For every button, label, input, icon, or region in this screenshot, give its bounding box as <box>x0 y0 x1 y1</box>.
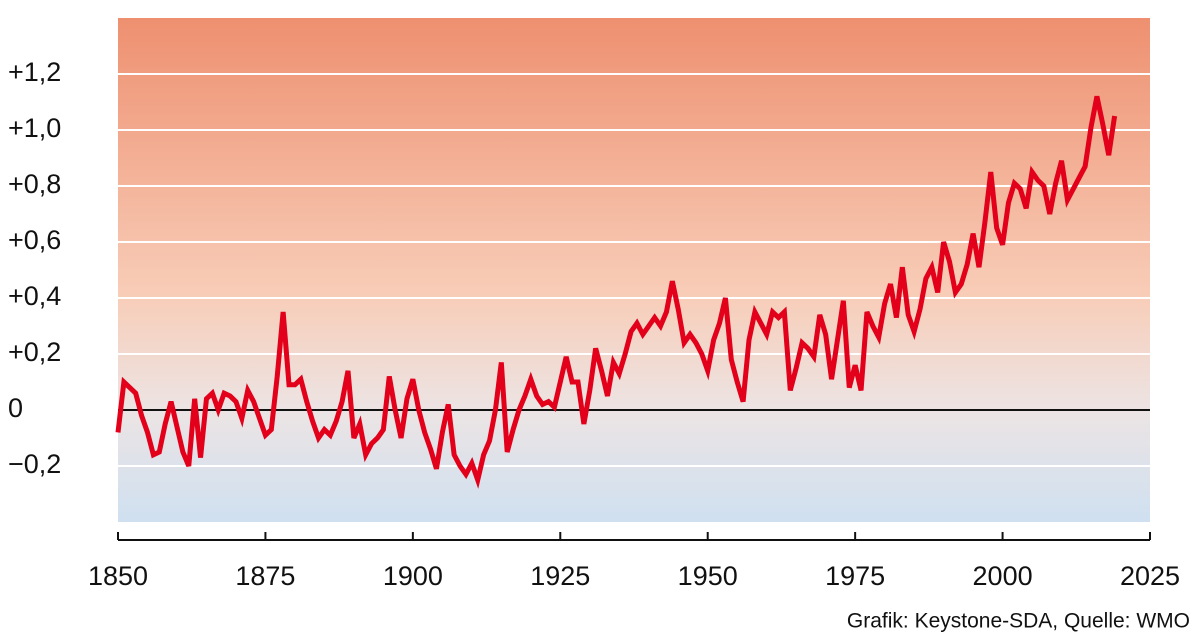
x-tick-label: 1850 <box>88 561 148 591</box>
data-line <box>115 95 1118 489</box>
y-tick-label: +0,8 <box>8 169 61 199</box>
x-tick-label: 1975 <box>825 561 885 591</box>
x-tick-label: 1925 <box>530 561 590 591</box>
y-tick-label: +1,0 <box>8 113 61 143</box>
x-tick-label: 1900 <box>383 561 443 591</box>
y-tick-label: +0,2 <box>8 337 61 367</box>
x-tick-label: 2000 <box>973 561 1033 591</box>
y-tick-label: +0,4 <box>8 281 61 311</box>
y-tick-label: 0 <box>8 393 23 423</box>
x-tick-label: 1875 <box>235 561 295 591</box>
y-tick-label: +0,6 <box>8 225 61 255</box>
x-tick-label: 2025 <box>1120 561 1180 591</box>
y-tick-label: −0,2 <box>8 449 61 479</box>
source-note: Grafik: Keystone-SDA, Quelle: WMO <box>847 610 1190 633</box>
x-tick-label: 1950 <box>678 561 738 591</box>
plot-background <box>118 18 1150 522</box>
y-tick-label: +1,2 <box>8 57 61 87</box>
